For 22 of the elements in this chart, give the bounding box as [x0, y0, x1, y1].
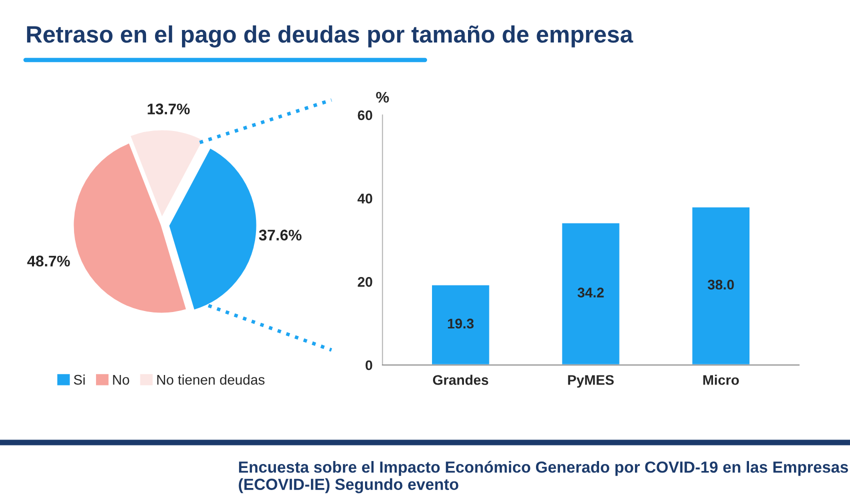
data-label: 48.7%	[27, 256, 70, 266]
data-label: 38.0	[708, 280, 734, 290]
legend-label: No	[113, 375, 130, 385]
data-label: 34.2	[578, 288, 604, 298]
bar	[430, 284, 491, 365]
y-tick-label: 60	[358, 110, 372, 120]
y-axis-title: %	[376, 92, 389, 103]
data-label: 37.6%	[258, 230, 302, 240]
bar	[560, 222, 621, 365]
text: Encuesta sobre el Impacto Económico Generado por COVID-19 en las Empresas (ECOVID-IE) Segundo evento	[238, 460, 848, 494]
legend-label: Si	[74, 374, 85, 385]
bar	[690, 206, 751, 365]
x-tick-label: Micro	[703, 374, 739, 385]
legend-label: No tienen deudas	[157, 374, 265, 385]
y-tick-label: 20	[358, 277, 372, 287]
y-tick-label: 0	[366, 360, 372, 370]
x-tick-label: PyMES	[568, 375, 614, 388]
y-tick-label: 40	[358, 194, 372, 204]
data-label: 19.3	[448, 318, 474, 329]
chart-title: Retraso en el pago de deudas por tamaño de empresa	[27, 25, 634, 48]
data-label: 13.7%	[148, 104, 190, 114]
x-tick-label: Grandes	[432, 374, 488, 385]
